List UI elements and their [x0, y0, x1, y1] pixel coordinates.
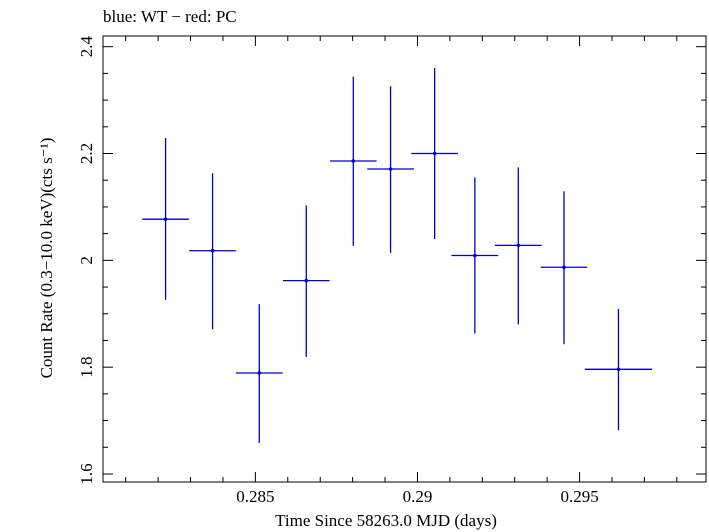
data-point	[451, 177, 499, 334]
x-axis: 0.285 0.29 0.295	[125, 36, 678, 506]
data-point	[584, 308, 653, 431]
y-tick-label: 2	[77, 256, 96, 265]
point-marker	[351, 159, 356, 163]
data-point	[142, 138, 189, 300]
data-point	[282, 205, 330, 358]
data-point	[494, 167, 542, 325]
y-tick-label: 1.8	[77, 357, 96, 378]
point-marker	[257, 371, 262, 375]
y-tick-label: 1.6	[77, 463, 96, 484]
y-tick-label: 2.2	[77, 143, 96, 164]
point-marker	[432, 151, 437, 156]
data-point	[189, 173, 236, 330]
plot-frame	[102, 35, 707, 483]
point-marker	[210, 248, 215, 253]
point-marker	[516, 243, 521, 248]
y-axis-label: Count Rate (0.3−10.0 keV)(cts s⁻¹)	[37, 138, 56, 379]
data-point	[367, 86, 414, 253]
point-marker	[473, 253, 477, 258]
data-point	[540, 191, 588, 345]
data-series	[142, 68, 653, 444]
y-axis: 1.6 1.8 2 2.2 2.4	[77, 36, 706, 485]
data-point	[235, 304, 283, 444]
chart-title: blue: WT − red: PC	[103, 7, 237, 26]
point-marker	[304, 278, 309, 283]
point-marker	[163, 217, 168, 222]
point-marker	[562, 265, 566, 270]
x-tick-label: 0.285	[236, 487, 274, 506]
point-marker	[616, 367, 621, 372]
x-tick-label: 0.295	[560, 487, 598, 506]
x-axis-label: Time Since 58263.0 MJD (days)	[275, 511, 497, 530]
data-point	[411, 68, 458, 239]
y-tick-label: 2.4	[77, 36, 96, 58]
point-marker	[388, 167, 393, 171]
data-point	[329, 76, 377, 246]
x-tick-label: 0.29	[403, 487, 433, 506]
